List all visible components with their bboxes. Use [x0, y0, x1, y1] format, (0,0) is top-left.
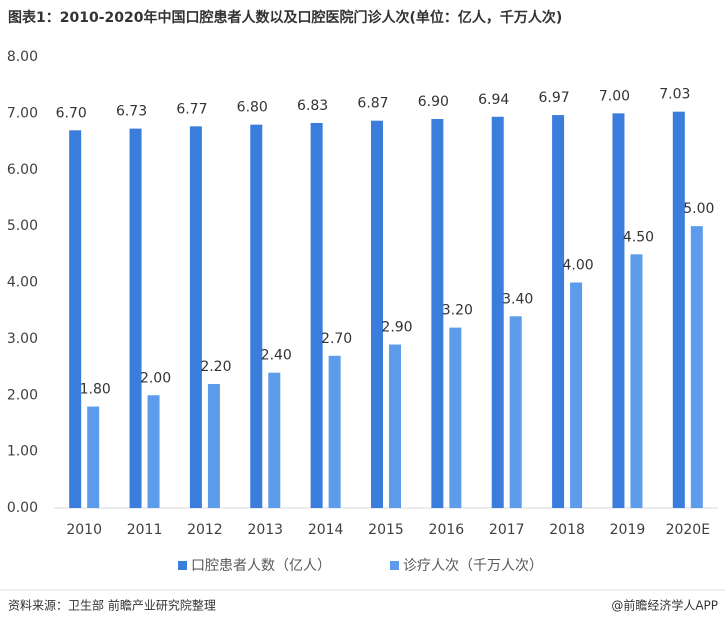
- bar: [389, 344, 401, 508]
- value-label: 6.97: [539, 90, 570, 106]
- bar: [268, 372, 281, 508]
- bar: [147, 395, 160, 508]
- x-tick-label: 2019: [610, 522, 646, 538]
- x-tick-label: 2012: [187, 522, 223, 538]
- y-tick-label: 8.00: [7, 49, 38, 65]
- value-label: 4.00: [563, 258, 594, 274]
- value-label: 6.90: [418, 94, 449, 110]
- x-tick-label: 2011: [127, 522, 163, 538]
- x-tick-label: 2016: [429, 522, 465, 538]
- legend-label: 诊疗人次（千万人次）: [403, 558, 543, 574]
- y-tick-label: 4.00: [7, 275, 38, 291]
- bar: [189, 126, 202, 508]
- value-label: 2.00: [140, 370, 171, 386]
- x-tick-label: 2020E: [666, 522, 710, 538]
- x-tick-label: 2013: [247, 522, 283, 538]
- x-tick-label: 2017: [489, 522, 525, 538]
- value-label: 1.80: [80, 382, 111, 398]
- value-label: 6.70: [56, 105, 87, 121]
- bar: [87, 406, 100, 508]
- x-tick-label: 2014: [308, 522, 344, 538]
- value-label: 7.03: [659, 87, 690, 103]
- bar: [207, 383, 220, 508]
- bar: [552, 115, 565, 508]
- bar: [630, 254, 643, 508]
- bar: [672, 111, 685, 508]
- value-label: 3.40: [502, 291, 533, 307]
- value-label: 2.70: [321, 331, 352, 347]
- bar: [491, 116, 504, 508]
- value-label: 6.94: [478, 92, 509, 108]
- value-label: 6.80: [237, 100, 268, 116]
- value-label: 6.73: [116, 104, 147, 120]
- x-tick-label: 2015: [368, 522, 404, 538]
- value-label: 6.87: [357, 96, 388, 112]
- y-tick-label: 7.00: [7, 105, 38, 121]
- value-label: 3.20: [442, 303, 473, 319]
- bar: [612, 113, 625, 508]
- bar: [690, 226, 703, 508]
- credit: @前瞻经济学人APP: [611, 598, 718, 613]
- legend-swatch: [178, 561, 187, 570]
- value-label: 2.40: [261, 348, 292, 364]
- bar: [570, 282, 583, 508]
- legend-swatch: [390, 561, 399, 570]
- y-tick-label: 3.00: [7, 331, 38, 347]
- value-label: 5.00: [683, 201, 714, 217]
- x-tick-label: 2010: [66, 522, 102, 538]
- y-tick-label: 6.00: [7, 162, 38, 178]
- value-label: 2.20: [200, 359, 231, 375]
- bar: [250, 124, 263, 509]
- bar: [328, 355, 341, 508]
- bar: [371, 120, 383, 509]
- bar: [69, 130, 82, 508]
- x-tick-label: 2018: [549, 522, 585, 538]
- value-label: 4.50: [623, 229, 654, 245]
- value-label: 6.77: [176, 101, 207, 117]
- chart-title: 图表1：2010-2020年中国口腔患者人数以及口腔医院门诊人次(单位：亿人，千…: [8, 9, 562, 26]
- y-tick-label: 0.00: [7, 500, 38, 516]
- bar: [449, 327, 462, 508]
- value-label: 6.83: [297, 98, 328, 114]
- bar: [509, 316, 522, 508]
- y-tick-label: 1.00: [7, 444, 38, 460]
- value-label: 7.00: [599, 88, 630, 104]
- bar: [129, 128, 142, 508]
- bar: [431, 119, 444, 508]
- bar: [310, 122, 323, 509]
- y-tick-label: 2.00: [7, 387, 38, 403]
- value-label: 2.90: [381, 320, 412, 336]
- legend-label: 口腔患者人数（亿人）: [191, 558, 331, 574]
- y-tick-label: 5.00: [7, 218, 38, 234]
- source-note: 资料来源：卫生部 前瞻产业研究院整理: [8, 598, 216, 613]
